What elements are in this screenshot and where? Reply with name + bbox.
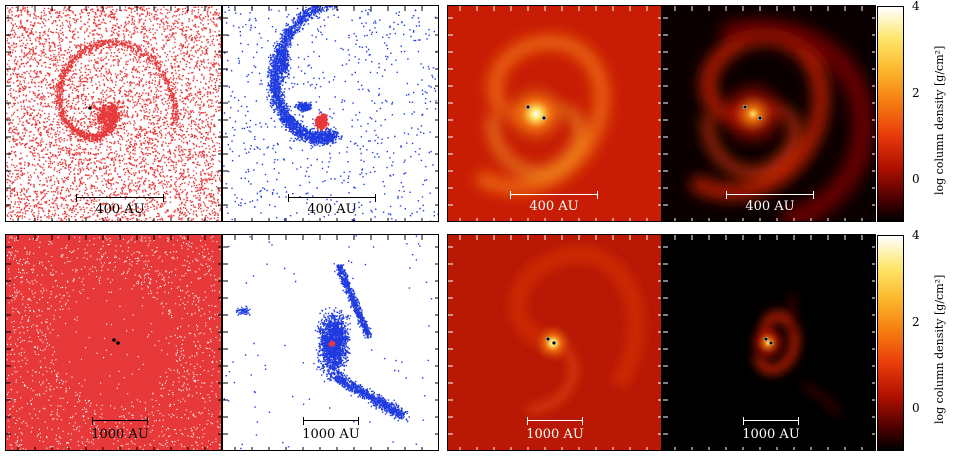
scale-label: 1000 AU: [302, 427, 360, 442]
colorbar-label: log column density [g/cm²]: [933, 274, 946, 424]
colorbar-label: log column density [g/cm²]: [933, 45, 946, 195]
panel-r1-sph-red: 400 AU: [5, 5, 222, 222]
scale-bar: [92, 417, 148, 425]
panel-r1-sph-blue: 400 AU: [222, 5, 439, 222]
scale-label: 1000 AU: [91, 427, 149, 442]
scale-bar: [743, 417, 799, 425]
particle-plot: [223, 6, 438, 221]
colorbar-tick-4: 4: [912, 0, 920, 13]
scale-bar: [527, 417, 583, 425]
scale-bar: [303, 417, 359, 425]
panel-r2-sph-red: 1000 AU: [5, 234, 222, 451]
scale-label: 1000 AU: [526, 427, 584, 442]
particle-plot: [223, 235, 438, 450]
scale-label: 400 AU: [307, 202, 357, 217]
scale-bar: [288, 194, 376, 202]
colorbar-tick-4: 4: [912, 228, 920, 242]
scale-label: 400 AU: [529, 199, 579, 214]
colorbar-tick-2: 2: [912, 86, 920, 100]
scale-label: 400 AU: [745, 199, 795, 214]
density-map: [448, 235, 661, 450]
colorbar-tick-2: 2: [912, 315, 920, 329]
panel-r2-sph-blue: 1000 AU: [222, 234, 439, 451]
scale-label: 400 AU: [95, 202, 145, 217]
panel-r1-density-bright: 400 AU: [447, 5, 662, 222]
scale-bar: [726, 191, 814, 199]
density-map: [448, 6, 661, 221]
panel-r1-density-dark: 400 AU: [662, 5, 876, 222]
scale-label: 1000 AU: [742, 427, 800, 442]
colorbar-r1: [877, 6, 904, 222]
particle-plot: [6, 235, 221, 450]
colorbar-tick-0: 0: [912, 401, 920, 415]
panel-r2-density-dark: 1000 AU: [662, 234, 876, 451]
panel-r2-density-bright: 1000 AU: [447, 234, 662, 451]
colorbar-tick-0: 0: [912, 172, 920, 186]
particle-plot: [6, 6, 221, 221]
scale-bar: [510, 191, 598, 199]
colorbar-r2: [877, 235, 904, 451]
density-map: [663, 6, 875, 221]
scale-bar: [76, 194, 164, 202]
density-map: [663, 235, 875, 450]
